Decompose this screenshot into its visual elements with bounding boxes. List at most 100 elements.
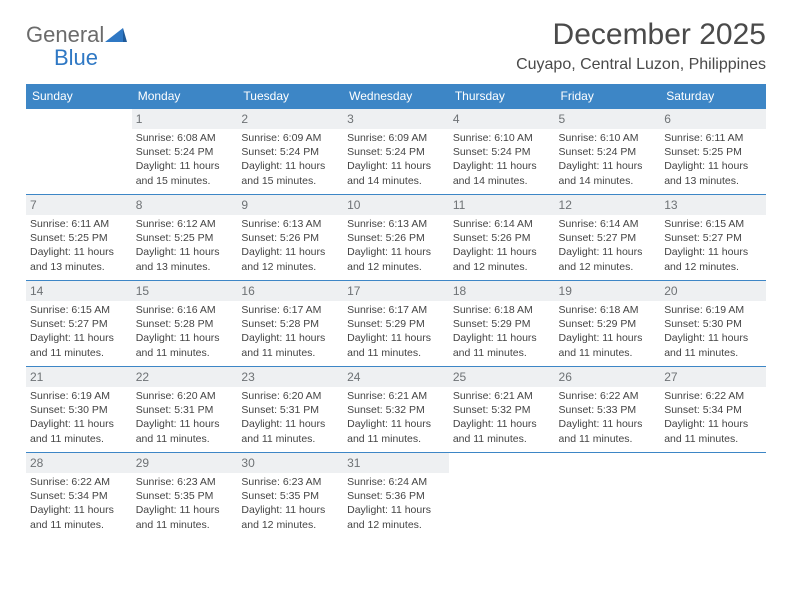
calendar-day-cell: 26Sunrise: 6:22 AMSunset: 5:33 PMDayligh…: [555, 367, 661, 453]
day-number: 31: [343, 453, 449, 473]
day-details: Sunrise: 6:18 AMSunset: 5:29 PMDaylight:…: [559, 303, 657, 360]
calendar-day-cell: 6Sunrise: 6:11 AMSunset: 5:25 PMDaylight…: [660, 109, 766, 195]
day-number: 22: [132, 367, 238, 387]
calendar-page: General Blue December 2025 Cuyapo, Centr…: [0, 0, 792, 551]
day-details: Sunrise: 6:10 AMSunset: 5:24 PMDaylight:…: [453, 131, 551, 188]
day-number: 23: [237, 367, 343, 387]
weekday-header: Sunday: [26, 84, 132, 109]
day-details: Sunrise: 6:09 AMSunset: 5:24 PMDaylight:…: [241, 131, 339, 188]
day-number: 19: [555, 281, 661, 301]
day-details: Sunrise: 6:22 AMSunset: 5:34 PMDaylight:…: [30, 475, 128, 532]
day-details: Sunrise: 6:10 AMSunset: 5:24 PMDaylight:…: [559, 131, 657, 188]
weekday-header: Saturday: [660, 84, 766, 109]
weekday-header: Tuesday: [237, 84, 343, 109]
day-details: Sunrise: 6:14 AMSunset: 5:27 PMDaylight:…: [559, 217, 657, 274]
calendar-day-cell: 12Sunrise: 6:14 AMSunset: 5:27 PMDayligh…: [555, 195, 661, 281]
title-block: December 2025 Cuyapo, Central Luzon, Phi…: [516, 18, 766, 74]
day-details: Sunrise: 6:24 AMSunset: 5:36 PMDaylight:…: [347, 475, 445, 532]
day-number: 17: [343, 281, 449, 301]
day-number: 15: [132, 281, 238, 301]
day-number: 18: [449, 281, 555, 301]
day-number: 2: [237, 109, 343, 129]
weekday-header: Friday: [555, 84, 661, 109]
day-details: Sunrise: 6:22 AMSunset: 5:33 PMDaylight:…: [559, 389, 657, 446]
calendar-day-cell: 19Sunrise: 6:18 AMSunset: 5:29 PMDayligh…: [555, 281, 661, 367]
day-details: Sunrise: 6:17 AMSunset: 5:29 PMDaylight:…: [347, 303, 445, 360]
day-number: 7: [26, 195, 132, 215]
day-details: Sunrise: 6:23 AMSunset: 5:35 PMDaylight:…: [241, 475, 339, 532]
day-number: 28: [26, 453, 132, 473]
calendar-day-cell: 30Sunrise: 6:23 AMSunset: 5:35 PMDayligh…: [237, 453, 343, 539]
calendar-day-cell: 11Sunrise: 6:14 AMSunset: 5:26 PMDayligh…: [449, 195, 555, 281]
calendar-day-cell: 3Sunrise: 6:09 AMSunset: 5:24 PMDaylight…: [343, 109, 449, 195]
day-number: 16: [237, 281, 343, 301]
calendar-week-row: 21Sunrise: 6:19 AMSunset: 5:30 PMDayligh…: [26, 367, 766, 453]
day-details: Sunrise: 6:13 AMSunset: 5:26 PMDaylight:…: [241, 217, 339, 274]
day-details: Sunrise: 6:19 AMSunset: 5:30 PMDaylight:…: [664, 303, 762, 360]
day-number: 1: [132, 109, 238, 129]
calendar-day-cell: 1Sunrise: 6:08 AMSunset: 5:24 PMDaylight…: [132, 109, 238, 195]
day-details: Sunrise: 6:17 AMSunset: 5:28 PMDaylight:…: [241, 303, 339, 360]
day-number: 8: [132, 195, 238, 215]
day-number: 12: [555, 195, 661, 215]
day-details: Sunrise: 6:09 AMSunset: 5:24 PMDaylight:…: [347, 131, 445, 188]
calendar-day-cell: 17Sunrise: 6:17 AMSunset: 5:29 PMDayligh…: [343, 281, 449, 367]
calendar-header-row: SundayMondayTuesdayWednesdayThursdayFrid…: [26, 84, 766, 109]
calendar-week-row: 1Sunrise: 6:08 AMSunset: 5:24 PMDaylight…: [26, 109, 766, 195]
logo-sail-icon: [105, 26, 127, 42]
calendar-day-cell: 31Sunrise: 6:24 AMSunset: 5:36 PMDayligh…: [343, 453, 449, 539]
calendar-day-cell: 22Sunrise: 6:20 AMSunset: 5:31 PMDayligh…: [132, 367, 238, 453]
day-details: Sunrise: 6:11 AMSunset: 5:25 PMDaylight:…: [664, 131, 762, 188]
day-details: Sunrise: 6:12 AMSunset: 5:25 PMDaylight:…: [136, 217, 234, 274]
day-number: 20: [660, 281, 766, 301]
weekday-header: Wednesday: [343, 84, 449, 109]
calendar-day-cell: [449, 453, 555, 539]
calendar-week-row: 28Sunrise: 6:22 AMSunset: 5:34 PMDayligh…: [26, 453, 766, 539]
day-details: Sunrise: 6:22 AMSunset: 5:34 PMDaylight:…: [664, 389, 762, 446]
calendar-day-cell: 28Sunrise: 6:22 AMSunset: 5:34 PMDayligh…: [26, 453, 132, 539]
day-number: 24: [343, 367, 449, 387]
day-details: Sunrise: 6:16 AMSunset: 5:28 PMDaylight:…: [136, 303, 234, 360]
day-details: Sunrise: 6:19 AMSunset: 5:30 PMDaylight:…: [30, 389, 128, 446]
calendar-day-cell: 5Sunrise: 6:10 AMSunset: 5:24 PMDaylight…: [555, 109, 661, 195]
calendar-day-cell: 14Sunrise: 6:15 AMSunset: 5:27 PMDayligh…: [26, 281, 132, 367]
calendar-day-cell: 29Sunrise: 6:23 AMSunset: 5:35 PMDayligh…: [132, 453, 238, 539]
calendar-day-cell: 7Sunrise: 6:11 AMSunset: 5:25 PMDaylight…: [26, 195, 132, 281]
day-details: Sunrise: 6:15 AMSunset: 5:27 PMDaylight:…: [30, 303, 128, 360]
calendar-day-cell: 23Sunrise: 6:20 AMSunset: 5:31 PMDayligh…: [237, 367, 343, 453]
day-number: 4: [449, 109, 555, 129]
day-details: Sunrise: 6:21 AMSunset: 5:32 PMDaylight:…: [347, 389, 445, 446]
day-number: 11: [449, 195, 555, 215]
day-number: 14: [26, 281, 132, 301]
logo-word2: Blue: [54, 45, 98, 70]
calendar-day-cell: 4Sunrise: 6:10 AMSunset: 5:24 PMDaylight…: [449, 109, 555, 195]
calendar-day-cell: 20Sunrise: 6:19 AMSunset: 5:30 PMDayligh…: [660, 281, 766, 367]
month-title: December 2025: [516, 18, 766, 52]
day-details: Sunrise: 6:08 AMSunset: 5:24 PMDaylight:…: [136, 131, 234, 188]
day-details: Sunrise: 6:18 AMSunset: 5:29 PMDaylight:…: [453, 303, 551, 360]
day-details: Sunrise: 6:20 AMSunset: 5:31 PMDaylight:…: [241, 389, 339, 446]
calendar-week-row: 14Sunrise: 6:15 AMSunset: 5:27 PMDayligh…: [26, 281, 766, 367]
calendar-day-cell: 21Sunrise: 6:19 AMSunset: 5:30 PMDayligh…: [26, 367, 132, 453]
day-number: 13: [660, 195, 766, 215]
logo-word1: General: [26, 22, 104, 47]
calendar-day-cell: 24Sunrise: 6:21 AMSunset: 5:32 PMDayligh…: [343, 367, 449, 453]
day-details: Sunrise: 6:20 AMSunset: 5:31 PMDaylight:…: [136, 389, 234, 446]
location: Cuyapo, Central Luzon, Philippines: [516, 56, 766, 74]
calendar-day-cell: 25Sunrise: 6:21 AMSunset: 5:32 PMDayligh…: [449, 367, 555, 453]
day-details: Sunrise: 6:13 AMSunset: 5:26 PMDaylight:…: [347, 217, 445, 274]
day-number: 10: [343, 195, 449, 215]
calendar-day-cell: [555, 453, 661, 539]
logo-text-block: General Blue: [26, 24, 127, 70]
header: General Blue December 2025 Cuyapo, Centr…: [26, 18, 766, 74]
calendar-day-cell: 9Sunrise: 6:13 AMSunset: 5:26 PMDaylight…: [237, 195, 343, 281]
day-number: 25: [449, 367, 555, 387]
logo: General Blue: [26, 24, 127, 70]
calendar-day-cell: [660, 453, 766, 539]
day-number: 27: [660, 367, 766, 387]
day-number: 9: [237, 195, 343, 215]
calendar-day-cell: 27Sunrise: 6:22 AMSunset: 5:34 PMDayligh…: [660, 367, 766, 453]
day-number: 5: [555, 109, 661, 129]
day-details: Sunrise: 6:21 AMSunset: 5:32 PMDaylight:…: [453, 389, 551, 446]
calendar-body: 1Sunrise: 6:08 AMSunset: 5:24 PMDaylight…: [26, 109, 766, 539]
